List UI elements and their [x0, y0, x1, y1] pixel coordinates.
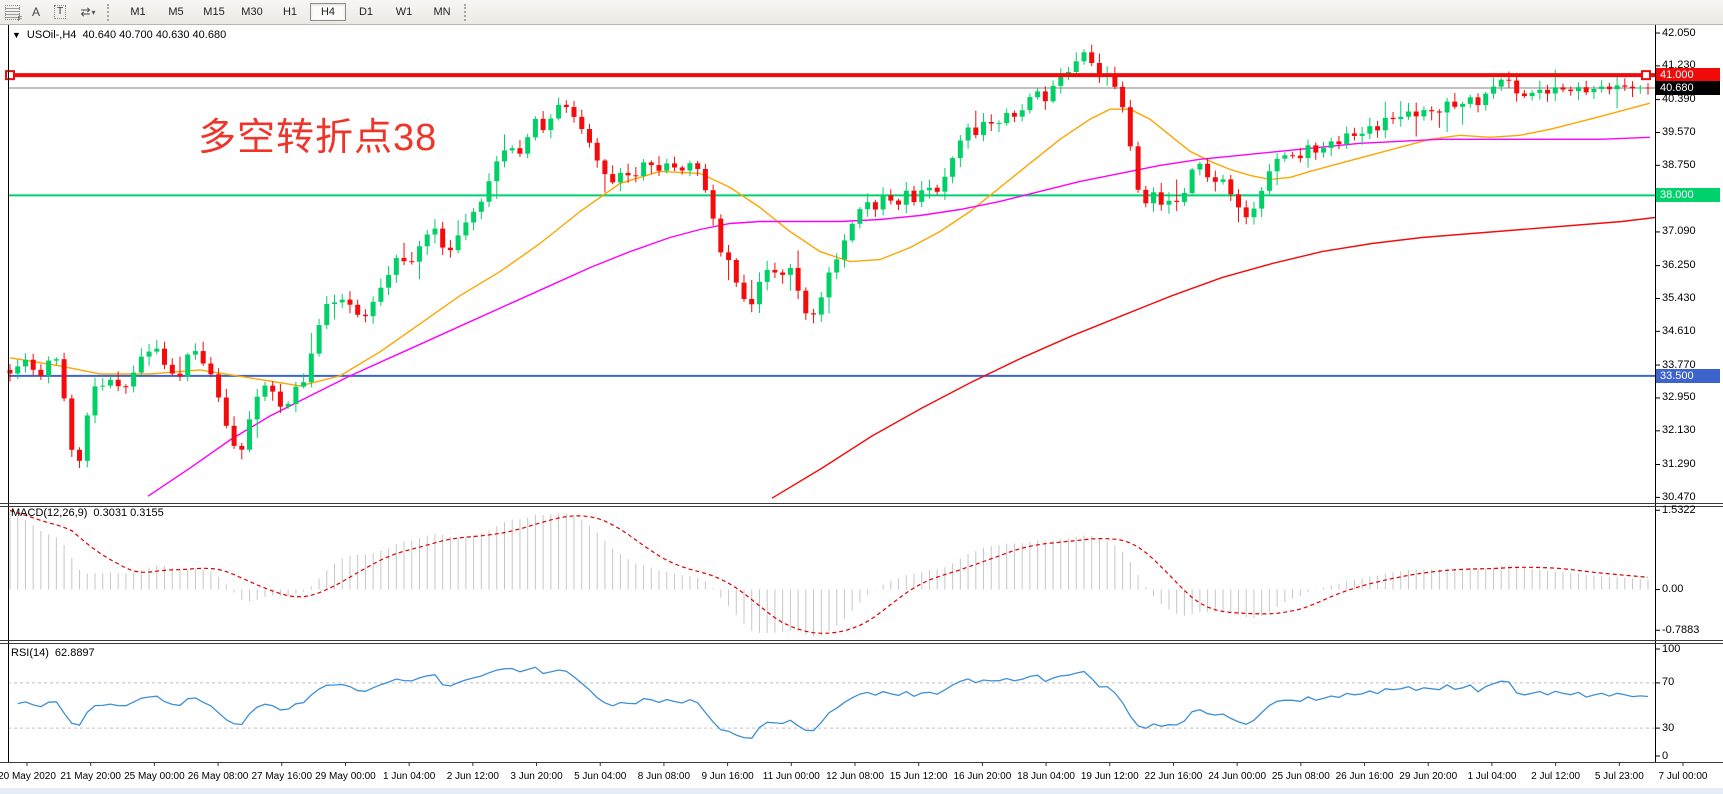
price-tick-label: 35.430 — [1662, 291, 1696, 304]
date-axis-label: 3 Jun 20:00 — [510, 771, 563, 782]
ma-slow-red — [771, 216, 1656, 499]
price-tag-40.680: 40.680 — [1656, 80, 1720, 95]
date-axis-label: 18 Jun 04:00 — [1017, 771, 1075, 782]
toolbar-grip[interactable] — [464, 3, 473, 21]
rsi-name: RSI(14) — [11, 647, 49, 659]
macd-histogram — [9, 510, 1649, 637]
price-tick-label: 38.750 — [1662, 158, 1696, 171]
timeframe-group: M1 M5 M15 M30 H1 H4 D1 W1 MN — [119, 3, 461, 21]
timeframe-button-h1[interactable]: H1 — [282, 6, 298, 18]
date-axis-label: 21 May 20:00 — [60, 771, 121, 782]
rsi-axis-label: 70 — [1662, 676, 1675, 689]
price-tick-label: 37.090 — [1662, 225, 1696, 238]
date-axis-label: 22 Jun 16:00 — [1144, 771, 1203, 782]
date-axis-label: 15 Jun 12:00 — [889, 771, 948, 782]
label-t-icon[interactable]: T — [49, 2, 71, 22]
date-axis-label: 19 Jun 12:00 — [1080, 771, 1139, 782]
date-axis-label: 5 Jun 04:00 — [574, 771, 627, 782]
rsi-value: 62.8897 — [54, 647, 95, 659]
date-axis-label: 25 Jun 08:00 — [1271, 771, 1330, 782]
macd-axis-label: 1.5322 — [1662, 503, 1696, 516]
macd-name: MACD(12,26,9) — [11, 507, 88, 519]
date-axis-label: 7 Jul 00:00 — [1658, 771, 1708, 782]
price-tick-label: 40.390 — [1662, 93, 1696, 106]
date-axis-label: 2 Jul 12:00 — [1531, 771, 1581, 782]
date-axis-label: 1 Jul 04:00 — [1467, 771, 1517, 782]
fibonacci-sub-label: F — [17, 16, 22, 23]
date-axis-label: 27 May 16:00 — [251, 771, 313, 782]
date-axis-label: 8 Jun 08:00 — [637, 771, 691, 782]
price-tick-label: 42.050 — [1662, 26, 1696, 39]
date-axis-label: 5 Jul 23:00 — [1594, 771, 1644, 782]
date-axis-label: 1 Jun 04:00 — [383, 771, 436, 782]
price-tick-label: 39.570 — [1662, 125, 1696, 138]
text-a-icon[interactable]: A — [25, 2, 47, 22]
ma-fast-orange — [9, 102, 1651, 387]
price-tick-label: 36.250 — [1662, 259, 1696, 272]
collapse-triangle-icon[interactable]: ▼ — [12, 30, 21, 40]
price-tick-label: 32.950 — [1662, 391, 1696, 404]
macd-axis-label: 0.00 — [1662, 583, 1684, 595]
timeframe-button-w1[interactable]: W1 — [395, 6, 413, 18]
timeframe-button-m15[interactable]: M15 — [203, 6, 225, 18]
price-tick-label: 30.470 — [1662, 490, 1696, 503]
rsi-axis-label: 100 — [1662, 642, 1681, 655]
fibonacci-icon[interactable]: F — [1, 2, 23, 23]
chart-annotation-text[interactable]: 多空转折点38 — [198, 117, 438, 159]
date-axis-label: 26 Jun 16:00 — [1335, 771, 1394, 782]
date-axis-label: 9 Jun 16:00 — [701, 771, 754, 782]
macd-signal-line — [9, 509, 1649, 634]
symbol-period-label: USOil-,H4 — [26, 29, 77, 41]
timeframe-button-m30[interactable]: M30 — [241, 6, 263, 18]
rsi-line — [17, 666, 1649, 739]
ma-mid-magenta — [147, 136, 1651, 497]
date-axis-label: 11 Jun 00:00 — [762, 771, 820, 782]
chevron-down-icon: ▾ — [91, 7, 96, 17]
price-tag-33.500: 33.500 — [1656, 368, 1720, 383]
date-axis-label: 2 Jun 12:00 — [446, 771, 499, 782]
price-tick-label: 33.770 — [1662, 358, 1696, 371]
rsi-indicator-label: RSI(14) 62.8897 — [11, 647, 95, 659]
label-t-glyph: T — [53, 5, 67, 19]
date-axis-label: 29 Jun 20:00 — [1399, 771, 1458, 782]
fibonacci-grid-glyph — [4, 4, 20, 20]
rsi-axis-label: 30 — [1662, 721, 1675, 734]
date-axis-label: 12 Jun 08:00 — [826, 771, 884, 782]
toolbar-grip[interactable] — [107, 3, 116, 21]
toolbar: F A T ⇄ ▾ M1 M5 M15 M30 H1 H4 D1 W1 MN — [0, 0, 1723, 25]
timeframe-button-d1[interactable]: D1 — [358, 6, 374, 18]
text-a-glyph: A — [31, 5, 40, 19]
window-bottom-strip — [0, 788, 1723, 794]
macd-indicator-label: MACD(12,26,9) 0.3031 0.3155 — [11, 507, 164, 519]
timeframe-button-h4[interactable]: H4 — [310, 3, 346, 21]
date-axis-label: 25 May 00:00 — [124, 771, 185, 782]
date-axis-label: 24 Jun 00:00 — [1208, 771, 1267, 782]
timeframe-button-m5[interactable]: M5 — [168, 6, 184, 18]
price-tick-label: 31.290 — [1662, 458, 1696, 470]
price-tag-41.000: 41.000 — [1656, 68, 1720, 83]
date-axis-label: 26 May 08:00 — [187, 771, 249, 782]
hline-handle — [1641, 70, 1651, 81]
timeframe-button-mn[interactable]: MN — [433, 6, 451, 18]
price-tick-label: 32.130 — [1662, 424, 1696, 437]
arrows-dropdown-icon[interactable]: ⇄ ▾ — [73, 2, 103, 22]
ohlc-values: 40.640 40.700 40.630 40.680 — [82, 29, 227, 41]
timeframe-button-m1[interactable]: M1 — [130, 6, 146, 18]
rsi-axis-label: 0 — [1662, 749, 1669, 762]
price-tag-38.000: 38.000 — [1656, 188, 1720, 203]
arrows-glyph: ⇄ — [80, 5, 91, 19]
hline-handle — [5, 70, 15, 81]
macd-axis-label: -0.7883 — [1662, 623, 1700, 636]
candlesticks — [7, 44, 1651, 468]
chart-title[interactable]: ▼ USOil-,H4 40.640 40.700 40.630 40.680 — [12, 29, 226, 41]
price-tick-label: 34.610 — [1662, 324, 1696, 337]
date-axis-label: 20 May 2020 — [0, 771, 56, 782]
macd-values: 0.3031 0.3155 — [93, 507, 164, 519]
date-axis-label: 29 May 00:00 — [315, 771, 376, 782]
date-axis-label: 16 Jun 20:00 — [953, 771, 1012, 782]
